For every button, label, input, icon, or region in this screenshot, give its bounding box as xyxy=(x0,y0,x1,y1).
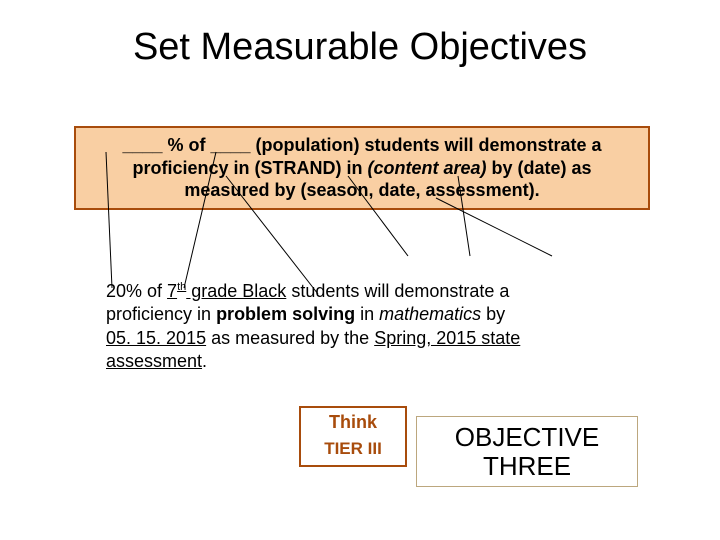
think-label: Think xyxy=(301,412,405,433)
template-line1: ____ % of ____ (population) students wil… xyxy=(122,135,601,155)
objective-template-box: ____ % of ____ (population) students wil… xyxy=(74,126,650,210)
objective-number-box: OBJECTIVE THREE xyxy=(416,416,638,487)
example-assessment-1: Spring, 2015 state xyxy=(374,328,520,348)
example-grade-num: 7 xyxy=(167,281,177,301)
example-mid5: as measured by the xyxy=(206,328,374,348)
example-mid4: by xyxy=(481,304,505,324)
template-line3: measured by (season, date, assessment). xyxy=(184,180,539,200)
example-date: 05. 15. 2015 xyxy=(106,328,206,348)
objective-word: OBJECTIVE xyxy=(421,423,633,452)
example-population: grade Black xyxy=(186,281,286,301)
page-title: Set Measurable Objectives xyxy=(0,0,720,69)
example-mid1: students will demonstrate a xyxy=(286,281,509,301)
example-percent: 20% of xyxy=(106,281,167,301)
example-mid2: proficiency in xyxy=(106,304,216,324)
template-content-area: (content area) xyxy=(367,158,486,178)
example-grade-sup: th xyxy=(177,281,186,293)
template-line2b: by (date) as xyxy=(487,158,592,178)
tier-label: TIER III xyxy=(301,439,405,459)
objective-number: THREE xyxy=(421,452,633,481)
template-line2a: proficiency in (STRAND) in xyxy=(132,158,367,178)
example-assessment-2: assessment xyxy=(106,351,202,371)
example-mid3: in xyxy=(355,304,379,324)
example-period: . xyxy=(202,351,207,371)
example-objective: 20% of 7th grade Black students will dem… xyxy=(106,280,626,374)
think-tier-box: Think TIER III xyxy=(299,406,407,467)
example-strand: problem solving xyxy=(216,304,355,324)
example-content: mathematics xyxy=(379,304,481,324)
